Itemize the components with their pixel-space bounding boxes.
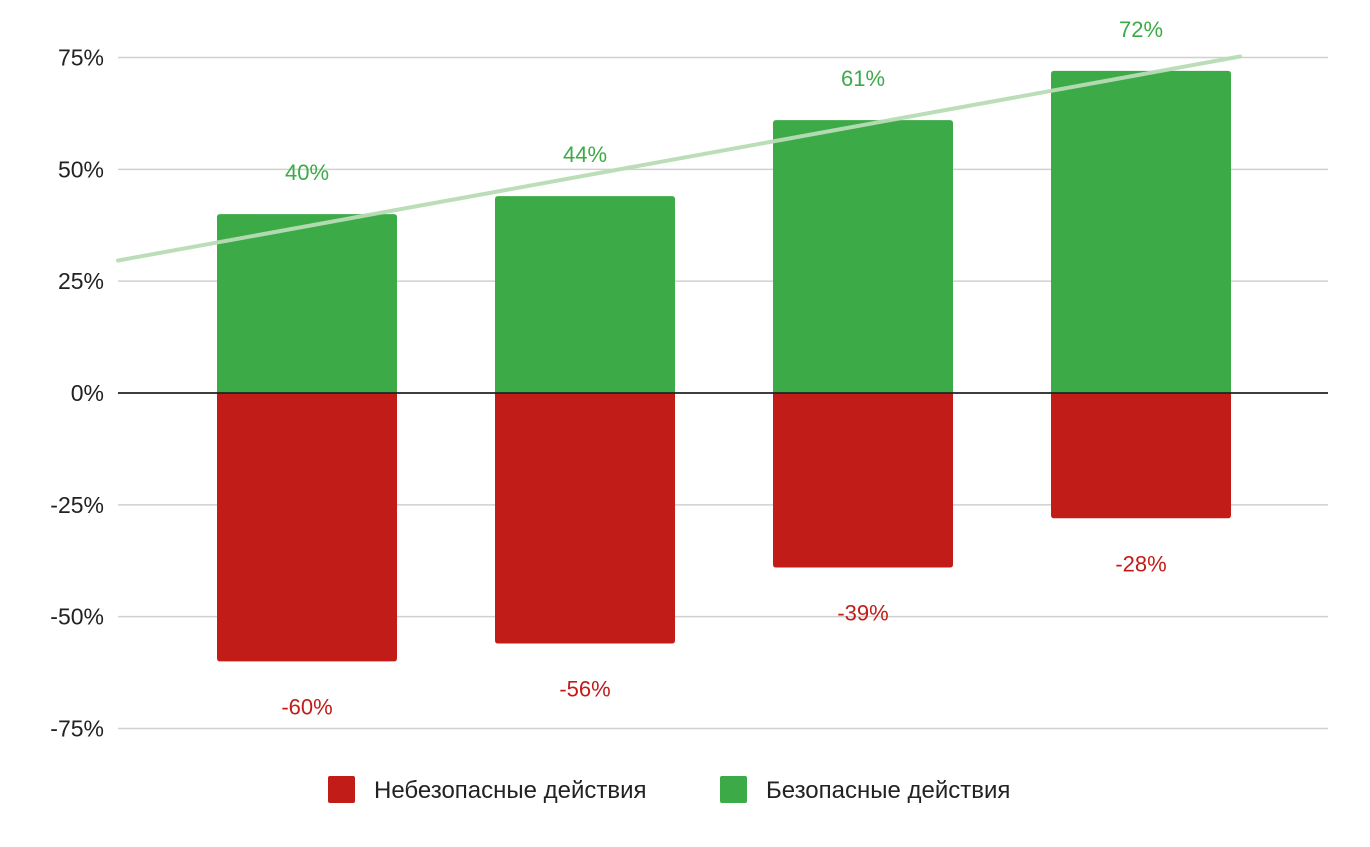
y-tick-label: 50%: [58, 156, 104, 182]
legend: Небезопасные действия Безопасные действия: [328, 776, 1010, 804]
legend-label: Безопасные действия: [766, 777, 1010, 804]
data-label-unsafe: -39%: [837, 600, 888, 625]
data-label-safe: 40%: [285, 160, 329, 185]
data-labels: -60% -56% -39% -28% 40% 44% 61% 72%: [281, 17, 1166, 719]
y-tick-label: 25%: [58, 268, 104, 294]
data-label-safe: 72%: [1119, 17, 1163, 42]
bar-safe: [495, 196, 675, 393]
legend-swatch: [328, 776, 355, 803]
bar-safe: [217, 214, 397, 393]
bars: [217, 70, 1231, 662]
data-label-unsafe: -56%: [559, 677, 610, 702]
y-tick-label: 0%: [71, 380, 104, 406]
y-tick-label: -50%: [50, 604, 104, 630]
legend-swatch: [720, 776, 747, 803]
data-label-unsafe: -28%: [1115, 551, 1166, 576]
bar-unsafe: [495, 393, 675, 644]
trendline-layer: [116, 54, 1242, 263]
y-tick-label: -75%: [50, 716, 104, 742]
data-label-safe: 44%: [563, 142, 607, 167]
y-tick-label: 75%: [58, 45, 104, 71]
bar-unsafe: [1051, 393, 1231, 519]
legend-label: Небезопасные действия: [374, 777, 647, 804]
trendline: [116, 54, 1242, 263]
bar-unsafe: [217, 393, 397, 662]
bar-safe: [773, 120, 953, 394]
data-label-unsafe: -60%: [281, 694, 332, 719]
y-tick-label: -25%: [50, 492, 104, 518]
bar-safe: [1051, 70, 1231, 394]
data-label-safe: 61%: [841, 66, 885, 91]
y-axis-ticks: 75% 50% 25% 0% -25% -50% -75%: [50, 45, 104, 742]
bar-unsafe: [773, 393, 953, 568]
